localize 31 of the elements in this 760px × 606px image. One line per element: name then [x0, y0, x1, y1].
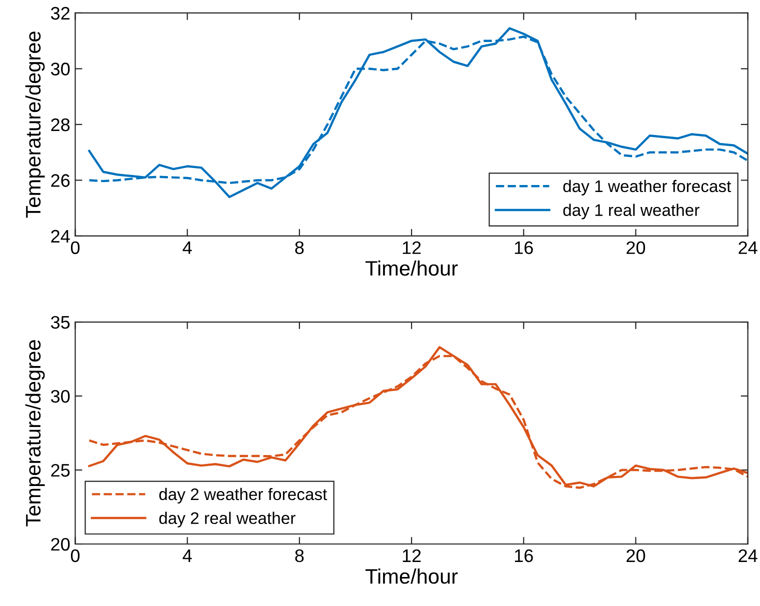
x-tick-label: 4: [182, 550, 192, 562]
y-tick-label: 35: [50, 316, 70, 329]
x-tick-label: 8: [295, 549, 304, 562]
x-tick-label: 8: [295, 241, 304, 254]
y-axis-title: Temperature/degree: [25, 340, 45, 526]
x-tick-label: 12: [402, 241, 421, 254]
y-tick-label: 30: [50, 390, 70, 403]
x-tick-label: 16: [514, 549, 533, 562]
y-tick-label: 30: [50, 62, 70, 76]
y-tick-label: 32: [50, 6, 70, 20]
x-tick-label: 12: [402, 549, 421, 562]
y-tick-label: 24: [51, 230, 70, 243]
x-tick-label: 0: [70, 549, 80, 562]
x-tick-label: 24: [738, 549, 758, 562]
x-axis-title: Time/hour: [366, 260, 458, 276]
y-axis-title: Temperature/degree: [25, 32, 45, 218]
y-tick-label: 28: [51, 118, 70, 132]
legend-label: day 1 real weather: [563, 204, 700, 220]
x-tick-label: 0: [70, 241, 80, 254]
x-tick-label: 20: [626, 241, 646, 254]
legend-label: day 2 real weather: [159, 512, 296, 528]
x-tick-label: 24: [738, 241, 758, 254]
y-tick-label: 26: [51, 174, 70, 187]
y-tick-label: 25: [51, 464, 70, 477]
x-tick-label: 16: [514, 241, 533, 254]
legend-label: day 1 weather forecast: [563, 180, 732, 196]
y-tick-label: 20: [51, 538, 70, 551]
legend-label: day 2 weather forecast: [159, 488, 328, 504]
x-axis-title: Time/hour: [366, 568, 458, 584]
x-tick-label: 20: [626, 549, 646, 562]
x-tick-label: 4: [182, 242, 192, 254]
